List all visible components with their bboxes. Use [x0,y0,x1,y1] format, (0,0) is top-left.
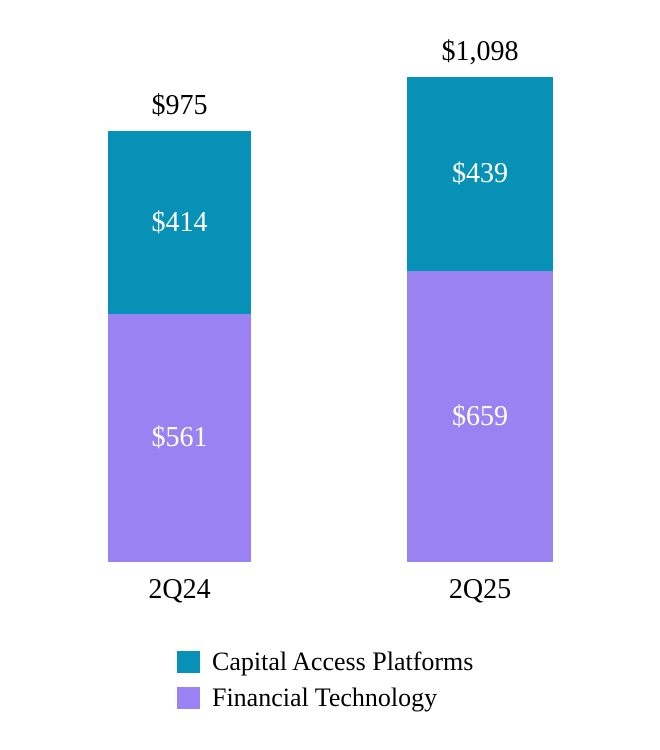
bar-total-label-2q24: $975 [151,90,208,122]
bar-2q24: $975 $414 $561 [108,90,251,562]
x-axis-label-2q24: 2Q24 [148,574,211,605]
legend-label-capital-access-platforms: Capital Access Platforms [212,647,474,676]
bar-2q25: $1,098 $439 $659 [407,36,553,562]
segment-value-label: $439 [452,158,508,189]
segment-capital-access-platforms-2q25: $439 [407,77,553,271]
segment-value-label: $561 [151,422,208,453]
segment-financial-technology-2q25: $659 [407,271,553,562]
legend-swatch-financial-technology [177,686,200,709]
segment-value-label: $414 [151,206,208,238]
legend-label-financial-technology: Financial Technology [212,682,438,712]
legend-item-financial-technology: Financial Technology [177,682,473,713]
segment-financial-technology-2q24: $561 [108,314,251,562]
x-axis-label-2q25: 2Q25 [448,574,512,605]
legend: Capital Access Platforms Financial Techn… [177,647,474,713]
legend-swatch-capital-access-platforms [177,651,200,674]
bar-total-label-2q25: $1,098 [441,36,519,68]
legend-item-capital-access-platforms: Capital Access Platforms [177,647,474,677]
segment-value-label: $659 [452,400,508,432]
segment-capital-access-platforms-2q24: $414 [108,131,251,314]
